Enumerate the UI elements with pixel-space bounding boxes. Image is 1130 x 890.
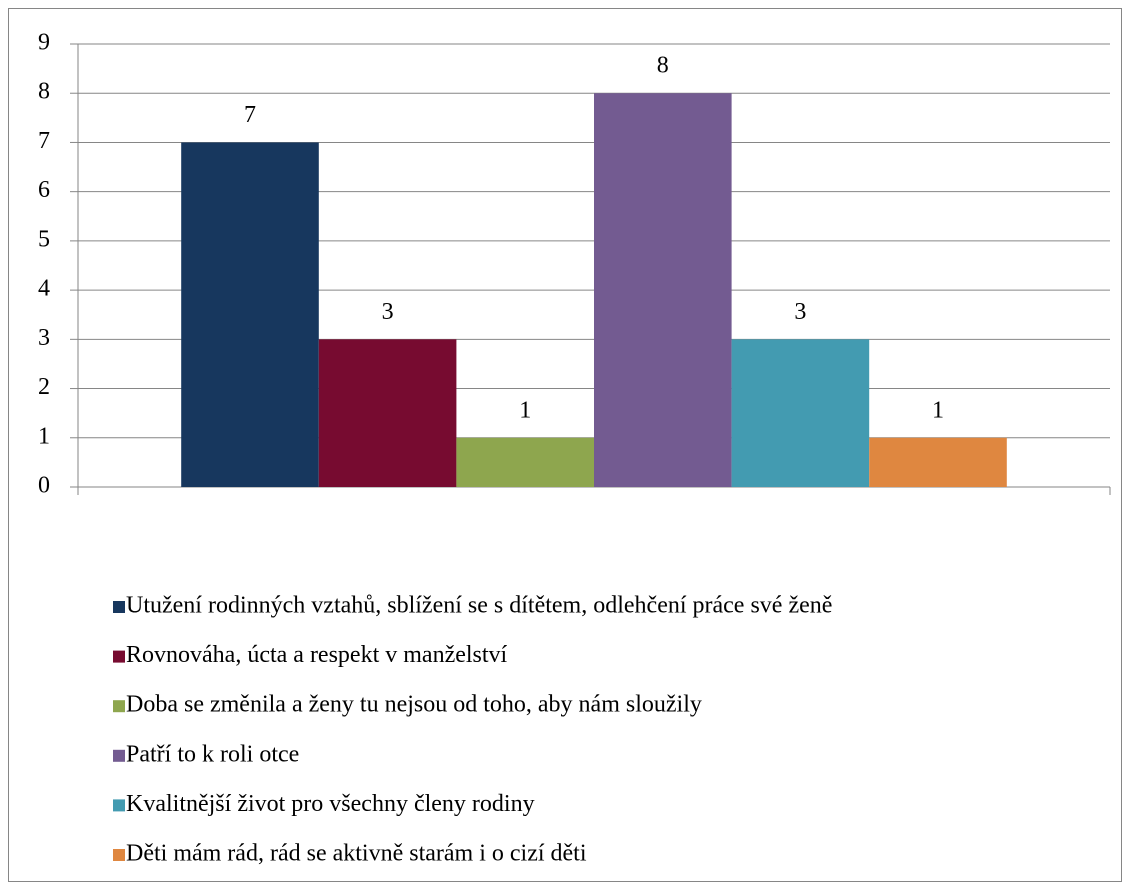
data-label: 8 (657, 53, 669, 79)
y-tick-label: 7 (38, 128, 50, 154)
legend-swatch (113, 650, 125, 663)
y-tick-label: 2 (38, 374, 50, 400)
legend-swatch (113, 601, 125, 613)
legend-swatch (113, 749, 125, 762)
legend-label: Kvalitnější život pro všechny členy rodi… (126, 791, 535, 817)
y-tick-label: 4 (38, 276, 50, 302)
bar (731, 339, 870, 487)
y-tick-label: 3 (38, 325, 50, 351)
bar (318, 339, 457, 487)
bar (456, 437, 594, 487)
data-label: 3 (382, 299, 394, 325)
y-tick-label: 5 (38, 226, 50, 252)
legend-swatch (113, 799, 125, 812)
bar (594, 93, 732, 487)
legend-label: Děti mám rád, rád se aktivně starám i o … (126, 841, 587, 867)
bar (181, 142, 319, 487)
legend-swatch (113, 700, 125, 713)
legend-label: Patří to k roli otce (126, 741, 299, 767)
y-tick-label: 0 (38, 473, 50, 499)
data-label: 7 (244, 102, 256, 128)
y-tick-label: 9 (38, 30, 50, 56)
legend-label: Utužení rodinných vztahů, sblížení se s … (126, 593, 832, 619)
y-tick-label: 1 (38, 423, 50, 449)
bar (869, 437, 1007, 487)
data-label: 3 (794, 299, 806, 325)
y-tick-label: 8 (38, 79, 50, 105)
data-label: 1 (932, 397, 944, 423)
data-label: 1 (519, 397, 531, 423)
legend-label: Doba se změnila a ženy tu nejsou od toho… (126, 692, 702, 718)
legend-swatch (113, 849, 125, 861)
y-tick-label: 6 (38, 177, 50, 203)
legend-label: Rovnováha, úcta a respekt v manželství (126, 642, 508, 668)
